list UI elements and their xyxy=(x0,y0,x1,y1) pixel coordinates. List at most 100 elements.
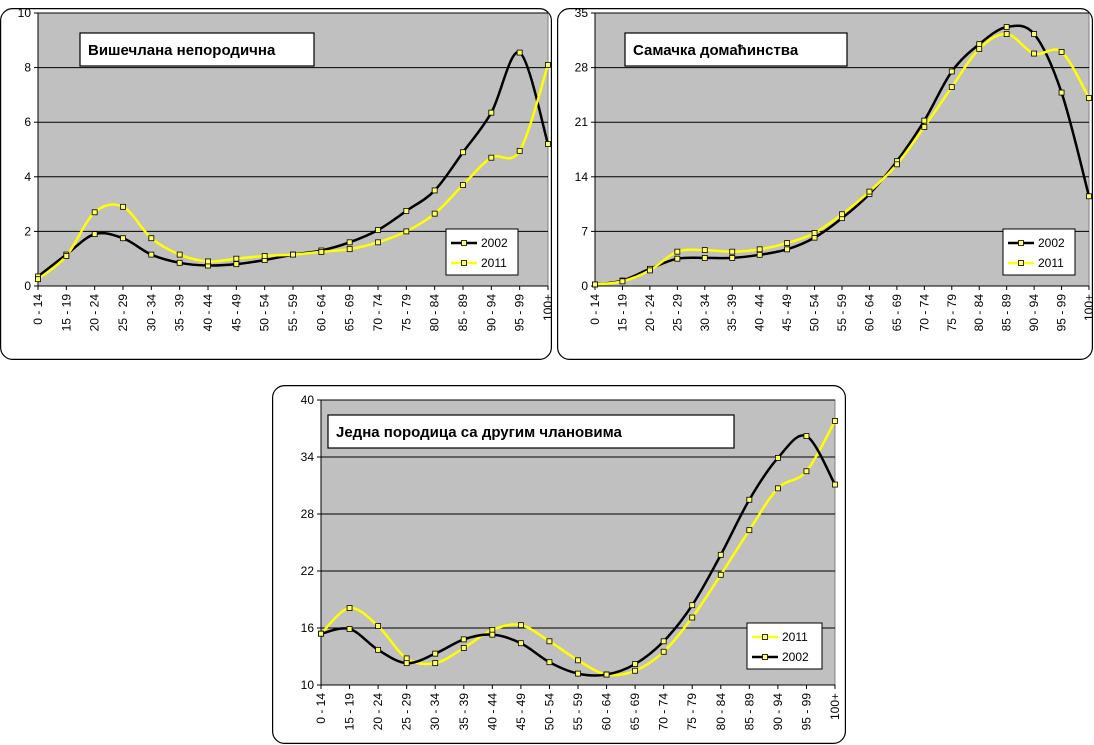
point-2011 xyxy=(205,258,211,265)
x-tick-label: 55 - 59 xyxy=(835,294,849,332)
point-2011 xyxy=(674,248,681,255)
x-tick-label: 80 - 84 xyxy=(972,294,986,332)
x-tick-label: 90 - 94 xyxy=(1027,294,1041,332)
legend-marker-2011 xyxy=(461,260,467,266)
legend-label: 2011 xyxy=(481,256,507,270)
point-2002 xyxy=(176,259,183,266)
x-tick-label: 55 - 59 xyxy=(286,294,300,332)
x-tick-label: 55 - 59 xyxy=(571,693,585,731)
y-tick-label: 14 xyxy=(575,170,589,184)
y-tick-label: 7 xyxy=(581,224,588,238)
point-2002 xyxy=(375,646,382,653)
point-2011 xyxy=(460,645,467,651)
y-tick-label: 40 xyxy=(301,393,315,407)
legend-label: 2011 xyxy=(1038,256,1064,270)
point-2011 xyxy=(375,239,381,246)
x-tick-label: 60 - 64 xyxy=(862,294,876,332)
y-tick-label: 28 xyxy=(301,507,315,521)
point-2011 xyxy=(575,657,581,664)
point-2002 xyxy=(1086,193,1092,200)
y-tick-label: 22 xyxy=(301,564,315,578)
point-2002 xyxy=(948,68,955,75)
point-2011 xyxy=(832,418,838,424)
x-tick-label: 15 - 19 xyxy=(59,294,73,332)
point-2011 xyxy=(176,251,183,258)
point-2011 xyxy=(619,278,626,285)
x-tick-label: 35 - 39 xyxy=(457,693,471,731)
point-2002 xyxy=(545,141,551,147)
point-2002 xyxy=(603,671,610,678)
point-2011 xyxy=(545,61,551,68)
x-tick-label: 50 - 54 xyxy=(808,294,822,332)
legend-marker-2011 xyxy=(762,634,768,640)
point-2011 xyxy=(839,211,845,218)
x-tick-label: 75 - 79 xyxy=(945,294,959,332)
point-2011 xyxy=(431,210,438,217)
legend xyxy=(445,228,519,276)
y-tick-label: 35 xyxy=(575,8,589,20)
point-2002 xyxy=(803,433,810,439)
y-tick-label: 6 xyxy=(24,115,31,129)
point-2002 xyxy=(517,640,524,647)
point-2002 xyxy=(632,661,639,668)
point-2011 xyxy=(63,253,70,259)
point-2002 xyxy=(489,631,496,638)
point-2002 xyxy=(91,231,98,238)
x-tick-label: 15 - 19 xyxy=(615,294,629,332)
x-tick-label: 80 - 84 xyxy=(714,693,728,731)
point-2002 xyxy=(811,234,818,241)
x-tick-label: 65 - 69 xyxy=(628,693,642,731)
point-2002 xyxy=(729,255,736,261)
chart-svg: 10 16 22 28 34 40 0 - 14 15 - 19 20 - 24 25 - 29 3… xyxy=(272,385,846,744)
y-tick-label: 0 xyxy=(581,279,588,293)
x-tick-label: 30 - 34 xyxy=(698,294,712,332)
x-tick-label: 45 - 49 xyxy=(780,294,794,332)
point-2002 xyxy=(660,638,667,645)
x-tick-label: 70 - 74 xyxy=(917,294,931,332)
point-2011 xyxy=(460,182,466,188)
point-2002 xyxy=(460,636,467,643)
point-2011 xyxy=(261,253,268,259)
point-2002 xyxy=(346,239,353,246)
point-2002 xyxy=(318,630,324,637)
y-tick-label: 16 xyxy=(301,621,315,635)
chart-title-box xyxy=(327,414,735,449)
y-tick-label: 21 xyxy=(575,115,589,129)
point-2011 xyxy=(976,45,983,52)
legend-label: 2011 xyxy=(782,630,808,644)
legend-marker-2002 xyxy=(1018,240,1024,246)
x-tick-label: 40 - 44 xyxy=(201,294,215,332)
point-2002 xyxy=(431,187,438,194)
x-tick-label: 20 - 24 xyxy=(88,294,102,332)
chart-svg: 0 7 14 21 28 35 0 - 14 15 - 19 20 - 24 25 - 29 30 … xyxy=(557,8,1093,360)
point-2011 xyxy=(488,154,495,161)
chart-title: Једна породица са другим члановима xyxy=(336,424,623,441)
point-2011 xyxy=(1086,95,1092,101)
legend xyxy=(746,622,823,670)
y-tick-label: 2 xyxy=(24,224,31,238)
point-2011 xyxy=(646,267,653,274)
x-tick-label: 65 - 69 xyxy=(343,294,357,332)
x-tick-label: 95 - 99 xyxy=(1055,294,1069,332)
chart-panel-single-households: 0 7 14 21 28 35 0 - 14 15 - 19 20 - 24 25 - 29 30 … xyxy=(557,8,1093,360)
x-tick-label: 90 - 94 xyxy=(771,693,785,731)
point-2002 xyxy=(546,659,553,666)
point-2002 xyxy=(921,117,928,124)
point-2002 xyxy=(346,626,353,632)
chart-panel-family-with-other-members: 10 16 22 28 34 40 0 - 14 15 - 19 20 - 24 25 - 29 3… xyxy=(272,385,846,744)
point-2011 xyxy=(1031,50,1038,57)
chart-panel-multi-member-nonfamily: 0 2 4 6 8 10 0 - 14 15 - 19 20 - 24 25 - 29 30 - 3… xyxy=(0,8,552,360)
legend-marker-2002 xyxy=(461,240,467,246)
x-tick-label: 25 - 29 xyxy=(670,294,684,332)
x-tick-label: 60 - 64 xyxy=(600,693,614,731)
chart-title-box xyxy=(624,32,848,67)
point-2011 xyxy=(516,147,523,154)
point-2002 xyxy=(403,208,410,214)
point-2011 xyxy=(375,623,382,630)
point-2002 xyxy=(432,650,439,657)
chart-svg: 0 2 4 6 8 10 0 - 14 15 - 19 20 - 24 25 - 29 30 - 3… xyxy=(0,8,552,360)
chart-title-box xyxy=(79,32,315,67)
y-tick-label: 0 xyxy=(24,279,31,293)
point-2011 xyxy=(729,248,736,255)
x-tick-label: 85 - 89 xyxy=(1000,294,1014,332)
